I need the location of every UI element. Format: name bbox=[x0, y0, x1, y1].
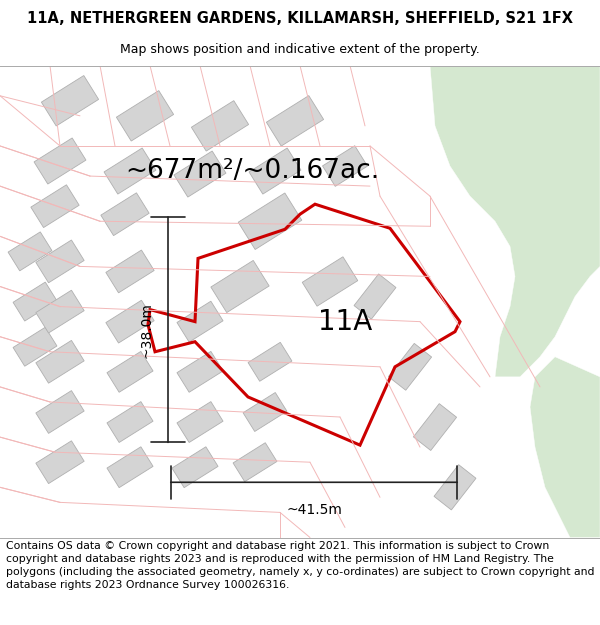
Polygon shape bbox=[106, 300, 154, 343]
Polygon shape bbox=[116, 91, 173, 141]
Polygon shape bbox=[413, 404, 457, 451]
Polygon shape bbox=[107, 351, 153, 392]
Polygon shape bbox=[34, 138, 86, 184]
Polygon shape bbox=[191, 101, 248, 151]
Polygon shape bbox=[354, 274, 396, 319]
Polygon shape bbox=[106, 250, 154, 293]
Polygon shape bbox=[31, 185, 79, 228]
Text: Map shows position and indicative extent of the property.: Map shows position and indicative extent… bbox=[120, 44, 480, 56]
Polygon shape bbox=[323, 146, 367, 186]
Polygon shape bbox=[434, 464, 476, 510]
Polygon shape bbox=[302, 257, 358, 306]
Polygon shape bbox=[177, 351, 223, 392]
Polygon shape bbox=[8, 232, 52, 271]
Polygon shape bbox=[172, 447, 218, 488]
Polygon shape bbox=[36, 290, 84, 333]
Polygon shape bbox=[248, 342, 292, 381]
Text: 11A, NETHERGREEN GARDENS, KILLAMARSH, SHEFFIELD, S21 1FX: 11A, NETHERGREEN GARDENS, KILLAMARSH, SH… bbox=[27, 11, 573, 26]
Text: Contains OS data © Crown copyright and database right 2021. This information is : Contains OS data © Crown copyright and d… bbox=[6, 541, 595, 590]
Polygon shape bbox=[177, 402, 223, 442]
Polygon shape bbox=[36, 441, 84, 484]
Polygon shape bbox=[36, 391, 84, 433]
Polygon shape bbox=[266, 96, 323, 146]
Polygon shape bbox=[101, 193, 149, 236]
Polygon shape bbox=[388, 343, 431, 390]
Polygon shape bbox=[233, 442, 277, 482]
Text: ~41.5m: ~41.5m bbox=[286, 503, 342, 518]
Polygon shape bbox=[36, 341, 84, 383]
Text: ~677m²/~0.167ac.: ~677m²/~0.167ac. bbox=[125, 158, 379, 184]
Text: 11A: 11A bbox=[318, 308, 372, 336]
Polygon shape bbox=[211, 261, 269, 312]
Polygon shape bbox=[107, 402, 153, 442]
Polygon shape bbox=[13, 282, 57, 321]
Polygon shape bbox=[36, 240, 84, 282]
Polygon shape bbox=[530, 357, 600, 538]
Polygon shape bbox=[41, 76, 98, 126]
Polygon shape bbox=[107, 447, 153, 488]
Polygon shape bbox=[238, 193, 302, 249]
Polygon shape bbox=[174, 151, 226, 197]
Polygon shape bbox=[13, 328, 57, 366]
Polygon shape bbox=[243, 392, 287, 431]
Polygon shape bbox=[430, 66, 600, 377]
Polygon shape bbox=[177, 301, 223, 342]
Polygon shape bbox=[249, 148, 301, 194]
Polygon shape bbox=[104, 148, 156, 194]
Text: ~38.0m: ~38.0m bbox=[139, 302, 153, 358]
